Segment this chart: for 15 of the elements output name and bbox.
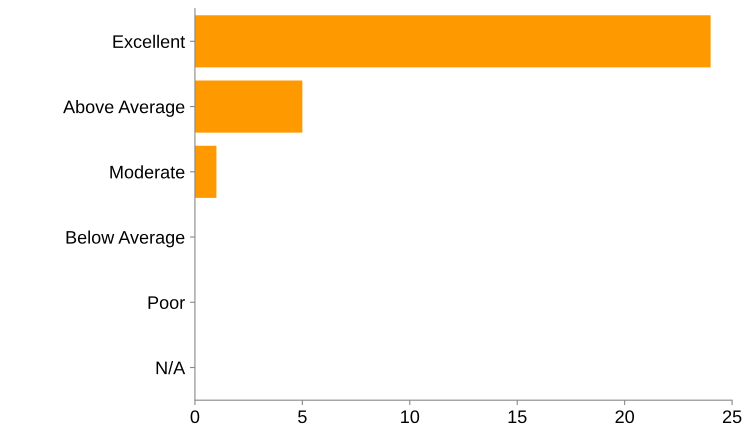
bar	[194, 80, 302, 133]
y-tick-label: N/A	[156, 360, 186, 374]
x-tick-label: 25	[722, 410, 742, 424]
bar	[194, 146, 216, 198]
y-tick-label: Moderate	[110, 165, 184, 179]
x-tick-label: 5	[298, 410, 307, 424]
bar	[194, 15, 711, 68]
x-tick-label: 10	[401, 410, 420, 424]
x-tick-label: 0	[190, 410, 200, 424]
y-tick-label: Below Average	[66, 230, 184, 248]
y-tick-label: Poor	[148, 296, 185, 309]
y-tick-label: Above Average	[63, 100, 184, 117]
y-tick-label: Excellent	[113, 34, 186, 48]
x-tick-label: 20	[616, 410, 634, 424]
x-tick-label: 15	[508, 410, 527, 424]
